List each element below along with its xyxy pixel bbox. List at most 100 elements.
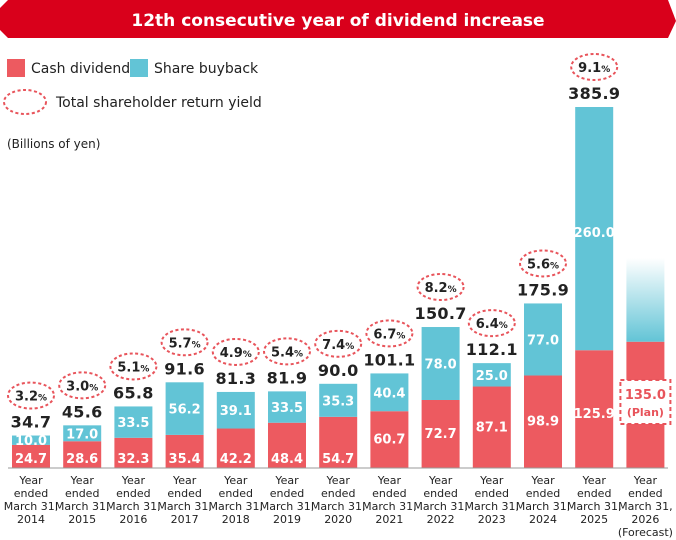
- x-tick-label: ended: [270, 487, 304, 500]
- x-tick-label: ended: [167, 487, 201, 500]
- x-tick-label: Year: [70, 474, 95, 487]
- x-tick-label: March 31,: [260, 500, 315, 513]
- bar-cash-dividend: [216, 428, 255, 468]
- yield-value-label: 4.9%: [220, 346, 252, 361]
- cash-value-label: 32.3: [117, 452, 149, 467]
- buyback-value-label: 78.0: [425, 358, 457, 373]
- x-tick-label: ended: [321, 487, 355, 500]
- yield-ring: [211, 337, 260, 366]
- x-tick-label: 2016: [119, 513, 147, 526]
- x-tick-label: Year: [223, 474, 248, 487]
- bar-cash-dividend: [319, 416, 358, 468]
- bar-share-buyback: [421, 327, 460, 400]
- bar-share-buyback: [370, 373, 409, 412]
- total-value-label: 175.9: [517, 280, 569, 299]
- bar-share-buyback: [216, 391, 255, 429]
- x-tick-label: March 31,: [55, 500, 110, 513]
- bar-cash-dividend: [524, 375, 562, 468]
- bar-cash-dividend: [421, 399, 460, 468]
- yield-value-label: 5.7%: [169, 336, 201, 351]
- x-tick-label: 2023: [478, 513, 506, 526]
- yield-value-label: 3.2%: [15, 390, 47, 405]
- cash-value-label: 28.6: [66, 452, 98, 467]
- yield-value-label: 3.0%: [66, 379, 98, 394]
- x-tick-label: March 31,: [209, 500, 264, 513]
- bar-share-buyback: [575, 107, 614, 351]
- yield-value-label: 8.2%: [425, 281, 457, 296]
- buyback-value-label: 33.5: [271, 401, 303, 416]
- x-tick-label: ended: [14, 487, 48, 500]
- cash-value-label: 87.1: [476, 420, 508, 435]
- yield-ring: [58, 371, 107, 400]
- x-tick-label: March 31,: [157, 500, 212, 513]
- yield-value-label: 5.4%: [271, 345, 303, 360]
- forecast-plan-note: (Plan): [627, 406, 664, 419]
- x-tick-label: ended: [577, 487, 611, 500]
- x-tick-label: ended: [526, 487, 560, 500]
- x-tick-label: March 31,: [413, 500, 468, 513]
- x-tick-label: March 31,: [465, 500, 520, 513]
- x-tick-label: ended: [65, 487, 99, 500]
- unit-label: (Billions of yen): [7, 137, 100, 151]
- bar-share-buyback: [63, 425, 102, 442]
- bar-cash-dividend: [165, 434, 204, 468]
- x-tick-label: 2014: [17, 513, 45, 526]
- buyback-value-label: 25.0: [476, 369, 508, 384]
- x-tick-label: Year: [274, 474, 299, 487]
- bar-share-buyback: [114, 406, 153, 438]
- total-value-label: 65.8: [113, 383, 154, 402]
- cash-value-label: 42.2: [220, 452, 252, 467]
- legend-swatch-buyback: [130, 59, 148, 77]
- x-tick-label: ended: [116, 487, 150, 500]
- legend-yield-ring: [3, 89, 47, 115]
- x-tick-label: 2015: [68, 513, 96, 526]
- yield-ring: [314, 329, 363, 358]
- bar-share-buyback: [268, 391, 306, 423]
- banner-title: 12th consecutive year of dividend increa…: [131, 11, 544, 31]
- legend-label-yield: Total shareholder return yield: [55, 95, 262, 111]
- bar-share-buyback: [12, 435, 50, 445]
- x-tick-label: 2022: [427, 513, 455, 526]
- buyback-value-label: 17.0: [66, 427, 98, 442]
- yield-ring: [467, 309, 516, 338]
- yield-ring: [160, 328, 209, 357]
- yield-value-label: 9.1%: [578, 61, 610, 76]
- buyback-value-label: 56.2: [169, 403, 201, 418]
- x-tick-label: Year: [121, 474, 146, 487]
- banner-shape: [0, 0, 676, 38]
- bar-share-buyback: [165, 382, 204, 435]
- bar-cash-dividend: [268, 422, 306, 468]
- yield-ring: [263, 337, 311, 366]
- bar-share-buyback: [472, 363, 511, 387]
- total-value-label: 81.3: [215, 369, 256, 388]
- legend-label-cash: Cash dividend: [31, 61, 130, 77]
- cash-value-label: 125.9: [574, 407, 615, 422]
- total-value-label: 101.1: [363, 350, 415, 369]
- bar-cash-dividend: [12, 444, 50, 468]
- x-tick-label: (Forecast): [618, 526, 673, 539]
- x-tick-label: Year: [479, 474, 504, 487]
- x-tick-label: 2018: [222, 513, 250, 526]
- bar-cash-dividend: [575, 350, 614, 468]
- total-value-label: 385.9: [568, 84, 620, 103]
- x-tick-label: March 31,: [362, 500, 417, 513]
- x-tick-label: ended: [423, 487, 457, 500]
- cash-value-label: 72.7: [425, 427, 457, 442]
- x-tick-label: Year: [326, 474, 351, 487]
- x-tick-label: 2017: [171, 513, 199, 526]
- cash-value-label: 60.7: [373, 433, 405, 448]
- x-tick-label: Year: [377, 474, 402, 487]
- x-tick-label: Year: [428, 474, 453, 487]
- title-banner: 12th consecutive year of dividend increa…: [0, 0, 676, 38]
- buyback-value-label: 40.4: [373, 386, 405, 401]
- x-tick-label: 2024: [529, 513, 557, 526]
- yield-ring: [416, 273, 465, 302]
- cash-value-label: 48.4: [271, 452, 303, 467]
- x-tick-label: March 31,: [106, 500, 161, 513]
- total-value-label: 112.1: [466, 340, 518, 359]
- buyback-value-label: 77.0: [527, 333, 559, 348]
- yield-value-label: 5.1%: [117, 360, 149, 375]
- total-value-label: 45.6: [62, 402, 103, 421]
